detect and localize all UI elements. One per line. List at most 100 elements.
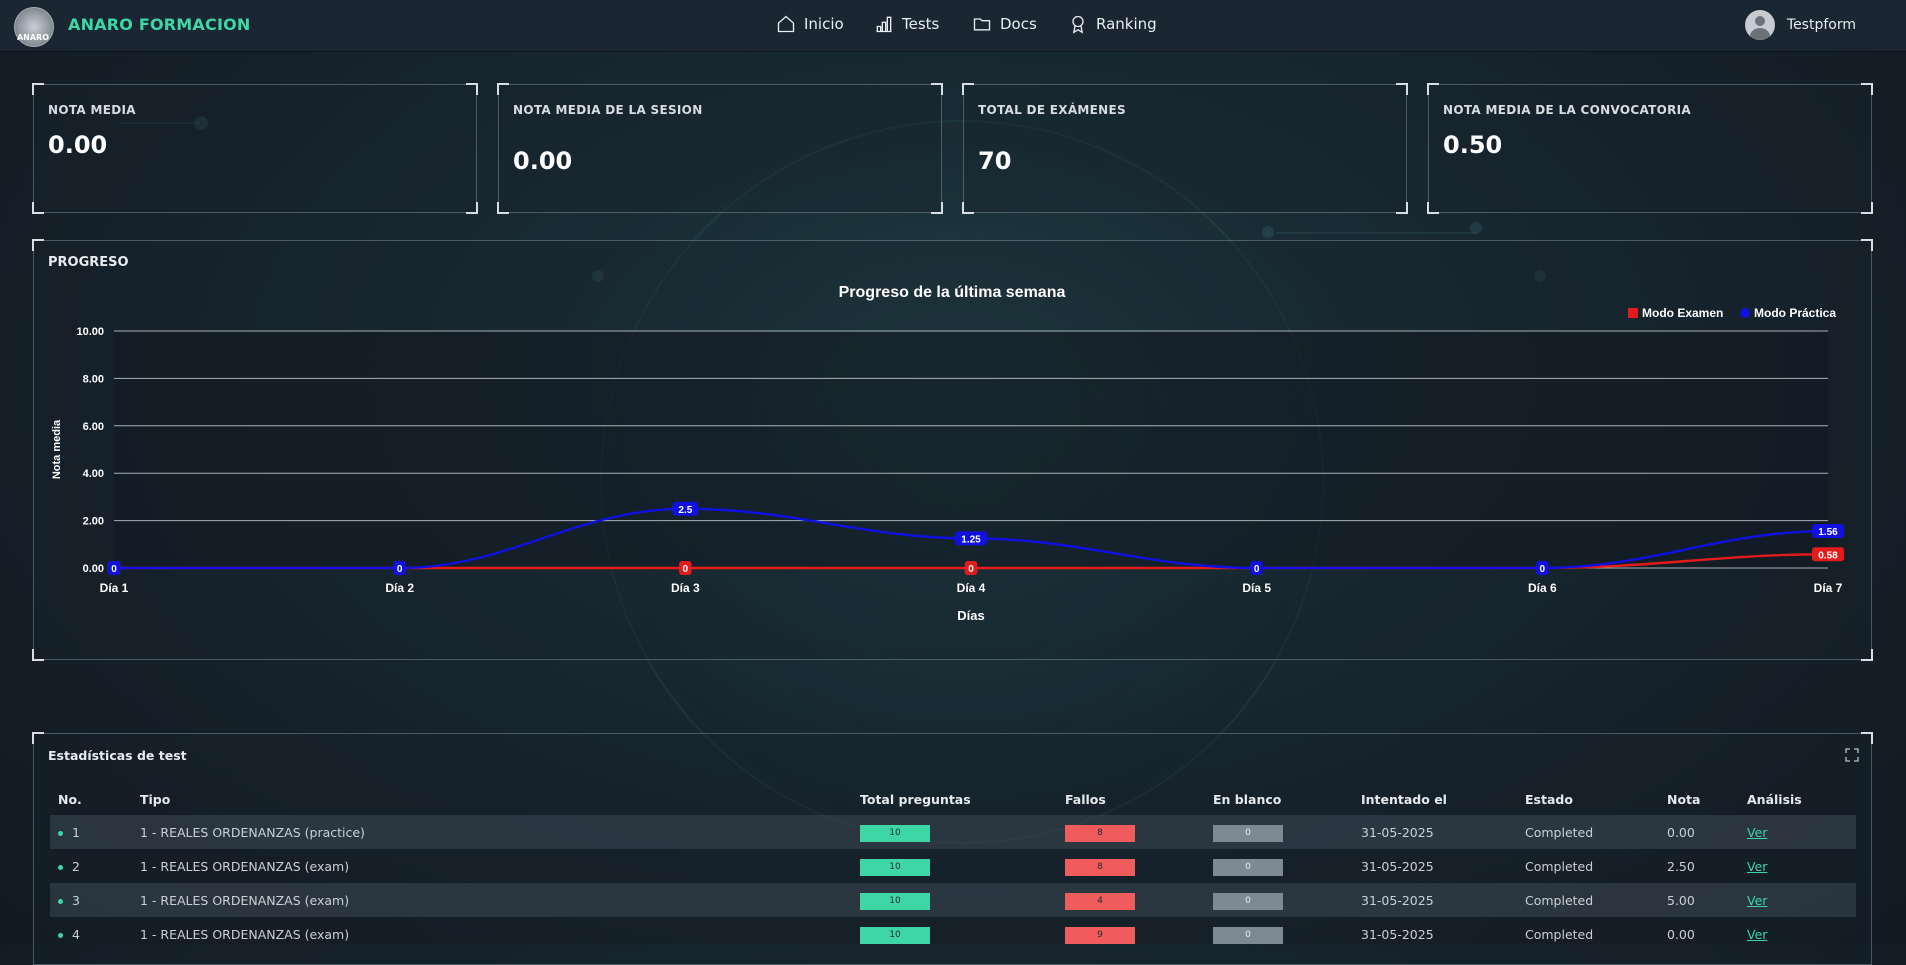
card-corner xyxy=(497,202,509,214)
home-icon xyxy=(777,15,795,33)
x-tick-label: Día 7 xyxy=(1814,581,1843,595)
cell-fallos: 8 xyxy=(1057,815,1205,849)
test-stats-title: Estadísticas de test xyxy=(48,748,187,763)
data-label: 1.25 xyxy=(961,534,981,545)
nav-inicio-label: Inicio xyxy=(804,15,844,33)
nav-ranking-label: Ranking xyxy=(1096,15,1157,33)
table-row[interactable]: 1 1 - REALES ORDENANZAS (practice) 10 8 … xyxy=(50,815,1856,849)
legend-label: Modo Examen xyxy=(1642,306,1723,320)
y-axis-title: Nota media xyxy=(51,419,63,479)
cell-blanco: 0 xyxy=(1205,883,1353,917)
cell-fecha: 31-05-2025 xyxy=(1361,858,1434,874)
card-corner xyxy=(32,649,44,661)
card-corner xyxy=(1861,202,1873,214)
cell-tipo: 1 - REALES ORDENANZAS (exam) xyxy=(140,858,350,874)
cell-fecha: 31-05-2025 xyxy=(1353,815,1517,849)
nav-docs[interactable]: Docs xyxy=(972,14,1037,34)
data-label: 0.58 xyxy=(1818,550,1838,561)
cell-analisis: Ver xyxy=(1739,883,1856,917)
card-corner xyxy=(1861,83,1873,95)
chart-title: Progreso de la última semana xyxy=(839,284,1066,301)
cell-estado: Completed xyxy=(1517,815,1659,849)
cell-nota: 0.00 xyxy=(1659,815,1739,849)
row-number: 2 xyxy=(72,858,80,874)
background-line xyxy=(1276,232,1476,234)
blanco-badge: 0 xyxy=(1213,926,1283,944)
bar-chart-icon xyxy=(876,16,892,33)
table-row[interactable]: 2 1 - REALES ORDENANZAS (exam) 10 8 0 31… xyxy=(50,849,1856,883)
card-corner xyxy=(931,202,943,214)
cell-analisis: Ver xyxy=(1739,917,1856,951)
data-point-marker xyxy=(955,531,987,546)
column-header: Estado xyxy=(1525,791,1573,807)
legend-label: Modo Práctica xyxy=(1754,306,1836,320)
card-corner xyxy=(32,239,44,251)
card-corner xyxy=(466,202,478,214)
data-point-marker xyxy=(1812,547,1844,562)
stat-card-nota-sesion: NOTA MEDIA DE LA SESION 0.00 xyxy=(497,83,943,214)
x-tick-label: Día 3 xyxy=(671,581,700,595)
ver-link[interactable]: Ver xyxy=(1747,926,1768,942)
card-corner xyxy=(497,83,509,95)
brand-logo[interactable] xyxy=(14,7,54,47)
nav-tests[interactable]: Tests xyxy=(874,14,939,34)
cell-analisis: Ver xyxy=(1739,815,1856,849)
card-corner xyxy=(1861,649,1873,661)
card-corner xyxy=(1396,202,1408,214)
table-row[interactable]: 4 1 - REALES ORDENANZAS (exam) 10 9 0 31… xyxy=(50,917,1856,951)
column-header: Nota xyxy=(1667,791,1701,807)
cell-tipo: 1 - REALES ORDENANZAS (exam) xyxy=(140,926,350,942)
x-tick-label: Día 4 xyxy=(957,581,986,595)
cell-estado: Completed xyxy=(1525,858,1594,874)
progress-card: PROGRESO Progreso de la última semana 0.0… xyxy=(32,239,1873,661)
stat-label: NOTA MEDIA DE LA SESION xyxy=(513,103,703,117)
progress-chart: Progreso de la última semana 0.00 2.00 4.00… xyxy=(51,284,1844,623)
cell-tipo: 1 - REALES ORDENANZAS (practice) xyxy=(132,815,852,849)
data-label: 0 xyxy=(968,564,974,575)
cell-nota: 2.50 xyxy=(1667,858,1695,874)
nav-docs-label: Docs xyxy=(1000,15,1037,33)
total-badge: 10 xyxy=(860,892,930,910)
column-header: Tipo xyxy=(140,791,171,807)
fullscreen-icon[interactable] xyxy=(1845,748,1859,762)
fallos-badge: 8 xyxy=(1065,824,1135,842)
card-corner xyxy=(32,83,44,95)
cell-fecha: 31-05-2025 xyxy=(1353,883,1517,917)
data-label: 0 xyxy=(1254,564,1260,575)
nav-inicio[interactable]: Inicio xyxy=(776,14,844,34)
ver-link[interactable]: Ver xyxy=(1747,892,1768,908)
progress-title: PROGRESO xyxy=(48,255,129,270)
y-tick-label: 8.00 xyxy=(83,373,104,385)
x-tick-label: Día 6 xyxy=(1528,581,1557,595)
fallos-badge: 8 xyxy=(1065,858,1135,876)
stat-value: 0.00 xyxy=(48,131,108,159)
row-number: 1 xyxy=(72,824,80,840)
data-point-marker xyxy=(964,561,978,575)
legend-marker xyxy=(1740,308,1750,318)
stat-label: NOTA MEDIA DE LA CONVOCATORIA xyxy=(1443,103,1692,117)
ver-link[interactable]: Ver xyxy=(1747,858,1768,874)
column-header: En blanco xyxy=(1213,791,1282,807)
ver-link[interactable]: Ver xyxy=(1747,824,1768,840)
card-corner xyxy=(1427,83,1439,95)
stat-value: 0.00 xyxy=(513,147,573,175)
nav-ranking[interactable]: Ranking xyxy=(1068,14,1157,34)
folder-icon xyxy=(973,18,991,31)
column-header: Intentado el xyxy=(1361,791,1447,807)
table-row[interactable]: 3 1 - REALES ORDENANZAS (exam) 10 4 0 31… xyxy=(50,883,1856,917)
cell-blanco: 0 xyxy=(1205,815,1353,849)
user-menu[interactable]: Testpform xyxy=(1744,10,1856,40)
y-tick-label: 6.00 xyxy=(83,421,104,433)
brand-name[interactable]: ANARO FORMACION xyxy=(68,15,251,34)
data-label: 1.56 xyxy=(1818,527,1838,538)
blanco-badge: 0 xyxy=(1213,858,1283,876)
card-corner xyxy=(1396,83,1408,95)
row-number: 4 xyxy=(72,926,80,942)
blanco-badge: 0 xyxy=(1213,824,1283,842)
x-tick-label: Día 2 xyxy=(385,581,414,595)
card-corner xyxy=(1861,732,1873,744)
row-dot-icon xyxy=(58,864,63,870)
column-header: Fallos xyxy=(1065,791,1106,807)
data-point-marker xyxy=(1536,561,1549,575)
data-label: 0 xyxy=(397,564,403,575)
